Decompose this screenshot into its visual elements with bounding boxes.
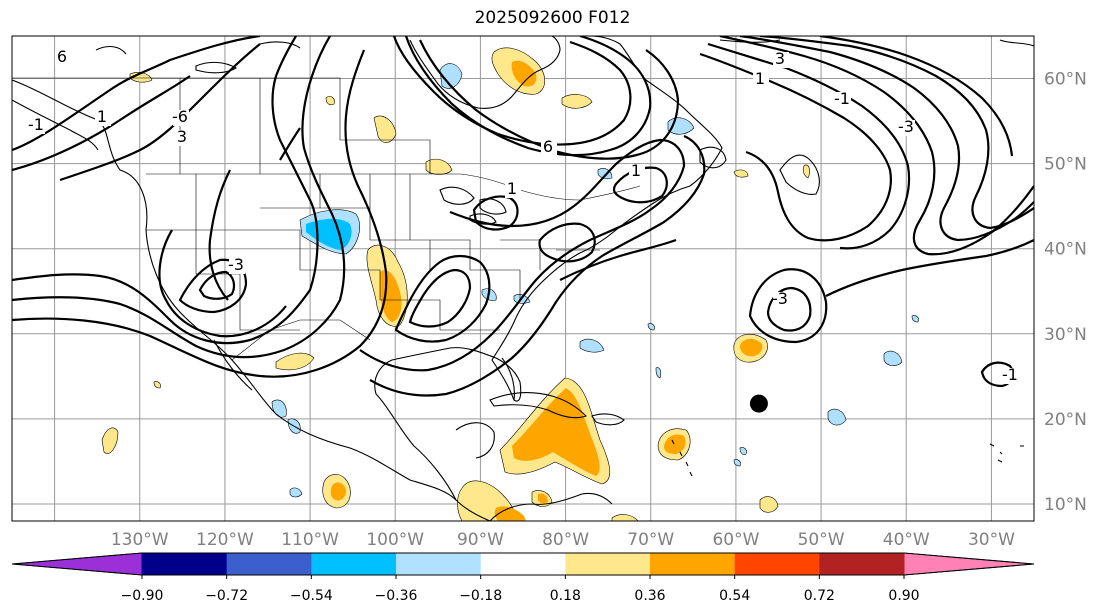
colorbar-tick-label: 0.54 xyxy=(719,588,750,604)
colorbar-tick-label: −0.36 xyxy=(375,588,418,604)
contour-lines xyxy=(12,36,1034,397)
contour-label-bg xyxy=(1003,368,1019,384)
contour-label: -1 xyxy=(834,89,850,108)
shaded-anomalies xyxy=(101,47,919,521)
colorbar-bin xyxy=(819,553,905,575)
contour-label-bg xyxy=(175,130,191,146)
latitude-label: 30°N xyxy=(1044,325,1087,345)
colorbar-tick-label: −0.54 xyxy=(290,588,333,604)
contour-label-bg xyxy=(95,110,111,126)
contour-label: -3 xyxy=(898,117,914,136)
longitude-label: 90°W xyxy=(457,530,504,550)
colorbar-bin xyxy=(311,553,397,575)
longitude-label: 110°W xyxy=(281,530,339,550)
colorbar-bin xyxy=(396,553,482,575)
colorbar-tick-label: −0.18 xyxy=(459,588,502,604)
longitude-label: 70°W xyxy=(627,530,674,550)
contour-label: 1 xyxy=(507,179,517,198)
contour-label-bg xyxy=(773,52,789,68)
contour-label: 3 xyxy=(177,127,187,146)
latitude-label: 20°N xyxy=(1044,410,1087,430)
contour-label-bg xyxy=(29,118,45,134)
longitude-label: 50°W xyxy=(798,530,845,550)
colorbar-bin xyxy=(480,553,566,575)
contour-label: -1 xyxy=(28,115,44,134)
colorbar-tick-label: 0.72 xyxy=(804,588,835,604)
contour-label-bg xyxy=(835,92,851,108)
contour-label: 6 xyxy=(57,47,67,66)
longitude-label: 100°W xyxy=(366,530,424,550)
colorbar-under-arrow xyxy=(11,552,143,576)
contour-label: -6 xyxy=(172,107,188,126)
contour-label-bg xyxy=(541,140,557,156)
colorbar: −0.90 −0.72 −0.54 −0.36 −0.18 0.18 0.36 0.54 0.7… xyxy=(11,552,1035,604)
contour-label-bg xyxy=(173,110,189,126)
colorbar-tick-label: 0.90 xyxy=(888,588,919,604)
contour-label-bg xyxy=(753,72,769,88)
contour-label: 1 xyxy=(755,69,765,88)
contour-label: 6 xyxy=(543,137,553,156)
colorbar-bin xyxy=(565,553,651,575)
longitude-label: 60°W xyxy=(712,530,759,550)
chart-title: 2025092600 F012 xyxy=(474,8,631,28)
longitude-label: 80°W xyxy=(542,530,589,550)
colorbar-tick-label: −0.90 xyxy=(121,588,164,604)
longitude-labels: 130°W 120°W 110°W 100°W 90°W 80°W 70°W 60°W 50°W… xyxy=(111,530,1015,550)
contour-label: 3 xyxy=(775,49,785,68)
coastlines xyxy=(12,36,1034,521)
storm-position-dot xyxy=(749,394,768,413)
latitude-label: 50°N xyxy=(1044,155,1087,175)
colorbar-bin xyxy=(142,553,228,575)
contour-label: 1 xyxy=(97,107,107,126)
longitude-label: 120°W xyxy=(196,530,254,550)
gridlines xyxy=(12,36,1034,521)
contour-label-bg xyxy=(505,182,521,198)
caribbean-core-region xyxy=(512,388,600,476)
contour-label-bg xyxy=(773,292,789,308)
contour-label-bg xyxy=(229,258,245,274)
canada-negative-region xyxy=(439,63,463,89)
contour-label: -3 xyxy=(772,289,788,308)
contour-label-bg xyxy=(629,164,645,180)
colorbar-over-arrow xyxy=(903,552,1035,576)
contour-label-bg xyxy=(899,120,915,136)
colorbar-bin xyxy=(734,553,820,575)
contour-label: -1 xyxy=(1002,365,1018,384)
contour-label: 1 xyxy=(631,161,641,180)
latitude-label: 40°N xyxy=(1044,240,1087,260)
contour-label-bg xyxy=(55,50,71,66)
longitude-label: 40°W xyxy=(883,530,930,550)
colorbar-bin xyxy=(650,553,736,575)
latitude-label: 10°N xyxy=(1044,495,1087,515)
map-frame xyxy=(11,35,1035,522)
longitude-label: 130°W xyxy=(111,530,169,550)
latitude-labels: 60°N 50°N 40°N 30°N 20°N 10°N xyxy=(1044,70,1087,515)
colorbar-tick-label: −0.72 xyxy=(205,588,248,604)
longitude-label: 30°W xyxy=(968,530,1015,550)
colorbar-bin xyxy=(226,553,312,575)
contour-label: -3 xyxy=(228,255,244,274)
colorbar-tick-label: 0.36 xyxy=(634,588,665,604)
latitude-label: 60°N xyxy=(1044,70,1087,90)
colorbar-tick-label: 0.18 xyxy=(550,588,581,604)
